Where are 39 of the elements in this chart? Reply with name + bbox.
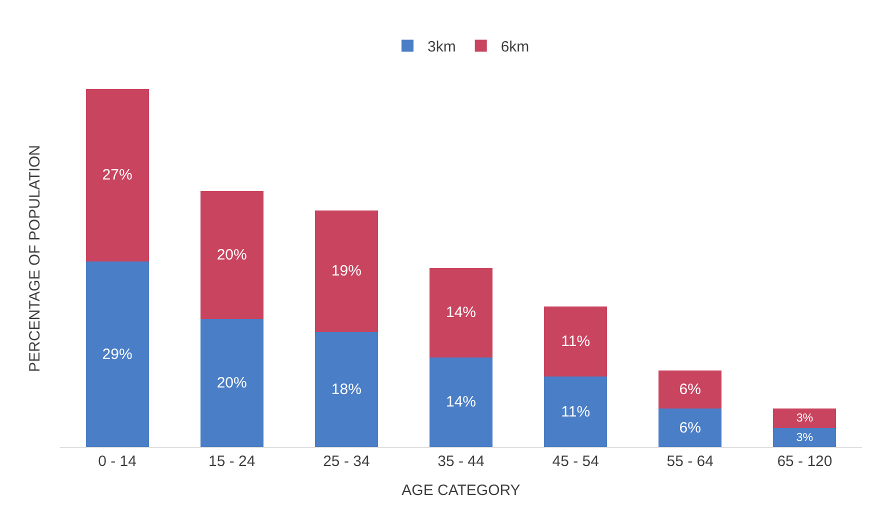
bar [429, 357, 493, 447]
bar [544, 306, 608, 377]
x-tick-label: 0 - 14 [98, 453, 136, 470]
bar [429, 268, 493, 358]
x-tick-label: 35 - 44 [438, 453, 484, 470]
bar [86, 88, 149, 262]
data-label: 27% [102, 166, 132, 184]
bar [773, 408, 836, 428]
legend-label: 3km [428, 38, 456, 56]
data-label: 11% [561, 403, 590, 420]
bar [314, 210, 378, 332]
data-label: 14% [446, 304, 476, 322]
bar [200, 191, 264, 320]
x-tick-label: 65 - 120 [777, 453, 832, 470]
data-label: 6% [679, 419, 701, 436]
data-label: 6% [679, 380, 701, 398]
x-tick-label: 15 - 24 [208, 453, 256, 470]
bar [658, 408, 722, 447]
y-axis-title: PERCENTAGE OF POPULATION [26, 145, 44, 372]
bar [86, 262, 149, 447]
bar [200, 319, 264, 447]
x-tick-label: 45 - 54 [552, 453, 599, 470]
bar [658, 370, 722, 409]
data-label: 14% [446, 394, 476, 411]
data-label: 20% [216, 246, 247, 264]
data-label: 11% [561, 332, 590, 350]
x-tick-label: 25 - 34 [323, 453, 370, 470]
x-axis-title: AGE CATEGORY [402, 482, 520, 499]
data-label: 19% [331, 262, 362, 280]
data-label: 3% [796, 412, 814, 425]
data-label: 18% [331, 380, 362, 398]
legend-label: 6km [500, 38, 530, 56]
bar [544, 376, 608, 447]
data-label: 3% [796, 430, 814, 444]
data-label: 29% [102, 346, 132, 363]
bar [314, 332, 378, 447]
bar [773, 428, 836, 447]
data-label: 20% [216, 374, 247, 392]
x-tick-label: 55 - 64 [666, 453, 714, 470]
